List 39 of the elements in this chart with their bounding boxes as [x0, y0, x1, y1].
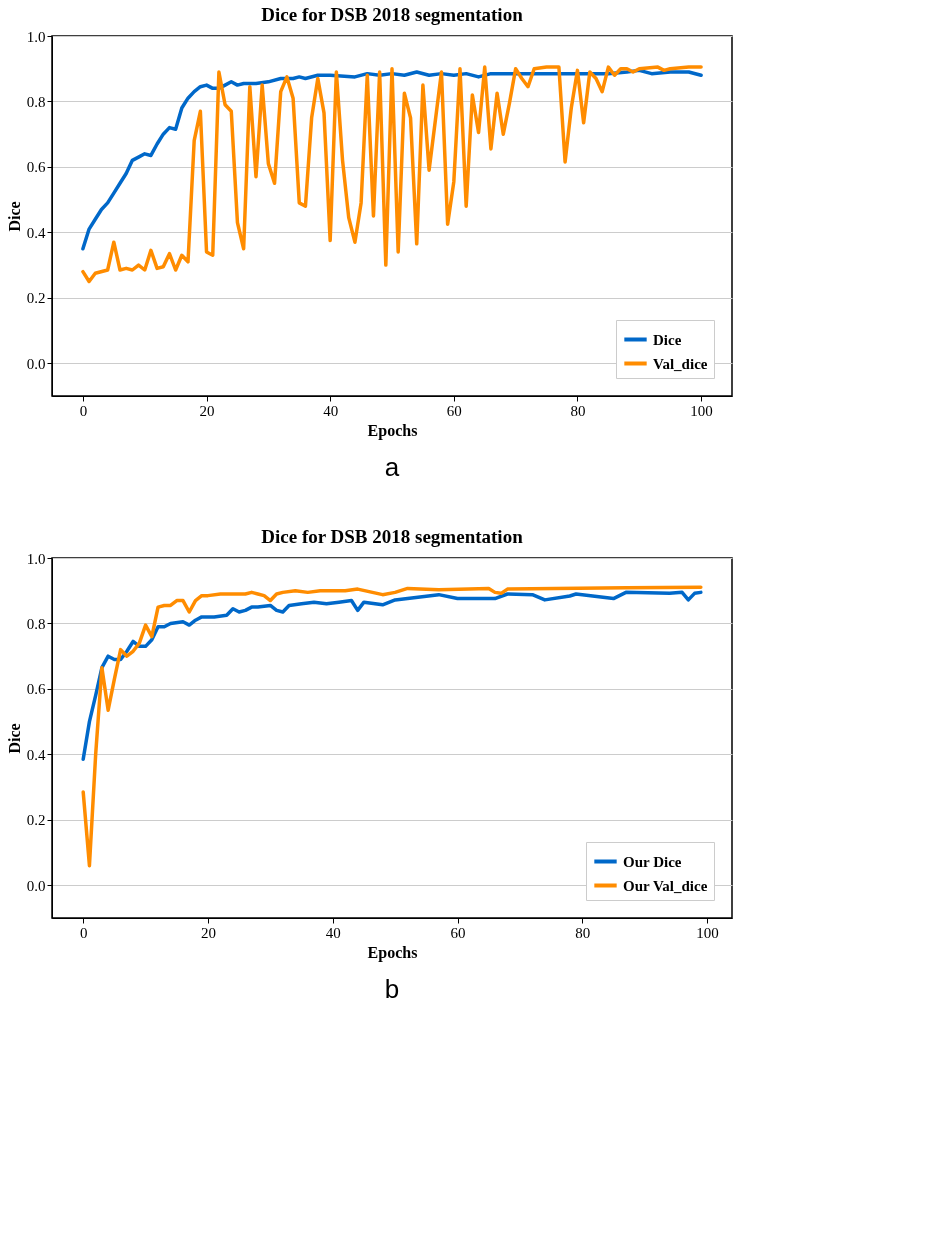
y-tick-label: 0.4	[26, 224, 46, 241]
legend-label: Dice	[653, 331, 682, 348]
y-tick-label: 0.6	[26, 681, 46, 698]
x-tick-label: 20	[200, 924, 216, 941]
y-tick-label: 1.0	[26, 28, 46, 45]
x-tick-label: 80	[570, 402, 586, 419]
line-series	[81, 590, 703, 762]
legend-label: Val_dice	[653, 355, 708, 372]
y-axis-title: Dice	[5, 723, 23, 754]
y-tick-label: 0.2	[26, 290, 46, 307]
legend-label: Our Dice	[623, 853, 682, 870]
y-tick-label: 0.0	[26, 877, 46, 894]
line-series	[81, 65, 703, 284]
y-axis-title: Dice	[5, 201, 23, 232]
x-tick-label: 0	[79, 924, 88, 941]
y-tick-label: 1.0	[26, 550, 46, 567]
text: b	[384, 974, 400, 1004]
y-tick-label: 0.0	[26, 355, 46, 372]
text: a	[384, 452, 400, 482]
x-axis-title: Epochs	[367, 421, 418, 440]
x-tick-label: 20	[199, 402, 215, 419]
y-tick-label: 0.4	[26, 746, 46, 763]
y-tick-label: 0.8	[26, 615, 46, 632]
x-tick-label: 0	[79, 402, 88, 419]
x-tick-label: 40	[323, 402, 339, 419]
x-tick-label: 100	[696, 924, 719, 941]
x-tick-label: 60	[446, 402, 462, 419]
y-tick-label: 0.6	[26, 159, 46, 176]
chart-title: Dice for DSB 2018 segmentation	[261, 4, 524, 25]
line-series	[81, 585, 703, 868]
chart-title: Dice for DSB 2018 segmentation	[261, 526, 524, 547]
legend-label: Our Val_dice	[623, 877, 708, 894]
x-axis-title: Epochs	[367, 943, 418, 962]
y-tick-label: 0.8	[26, 93, 46, 110]
x-tick-label: 80	[575, 924, 591, 941]
x-tick-label: 100	[690, 402, 713, 419]
x-tick-label: 60	[450, 924, 466, 941]
y-tick-label: 0.2	[26, 812, 46, 829]
x-tick-label: 40	[325, 924, 341, 941]
